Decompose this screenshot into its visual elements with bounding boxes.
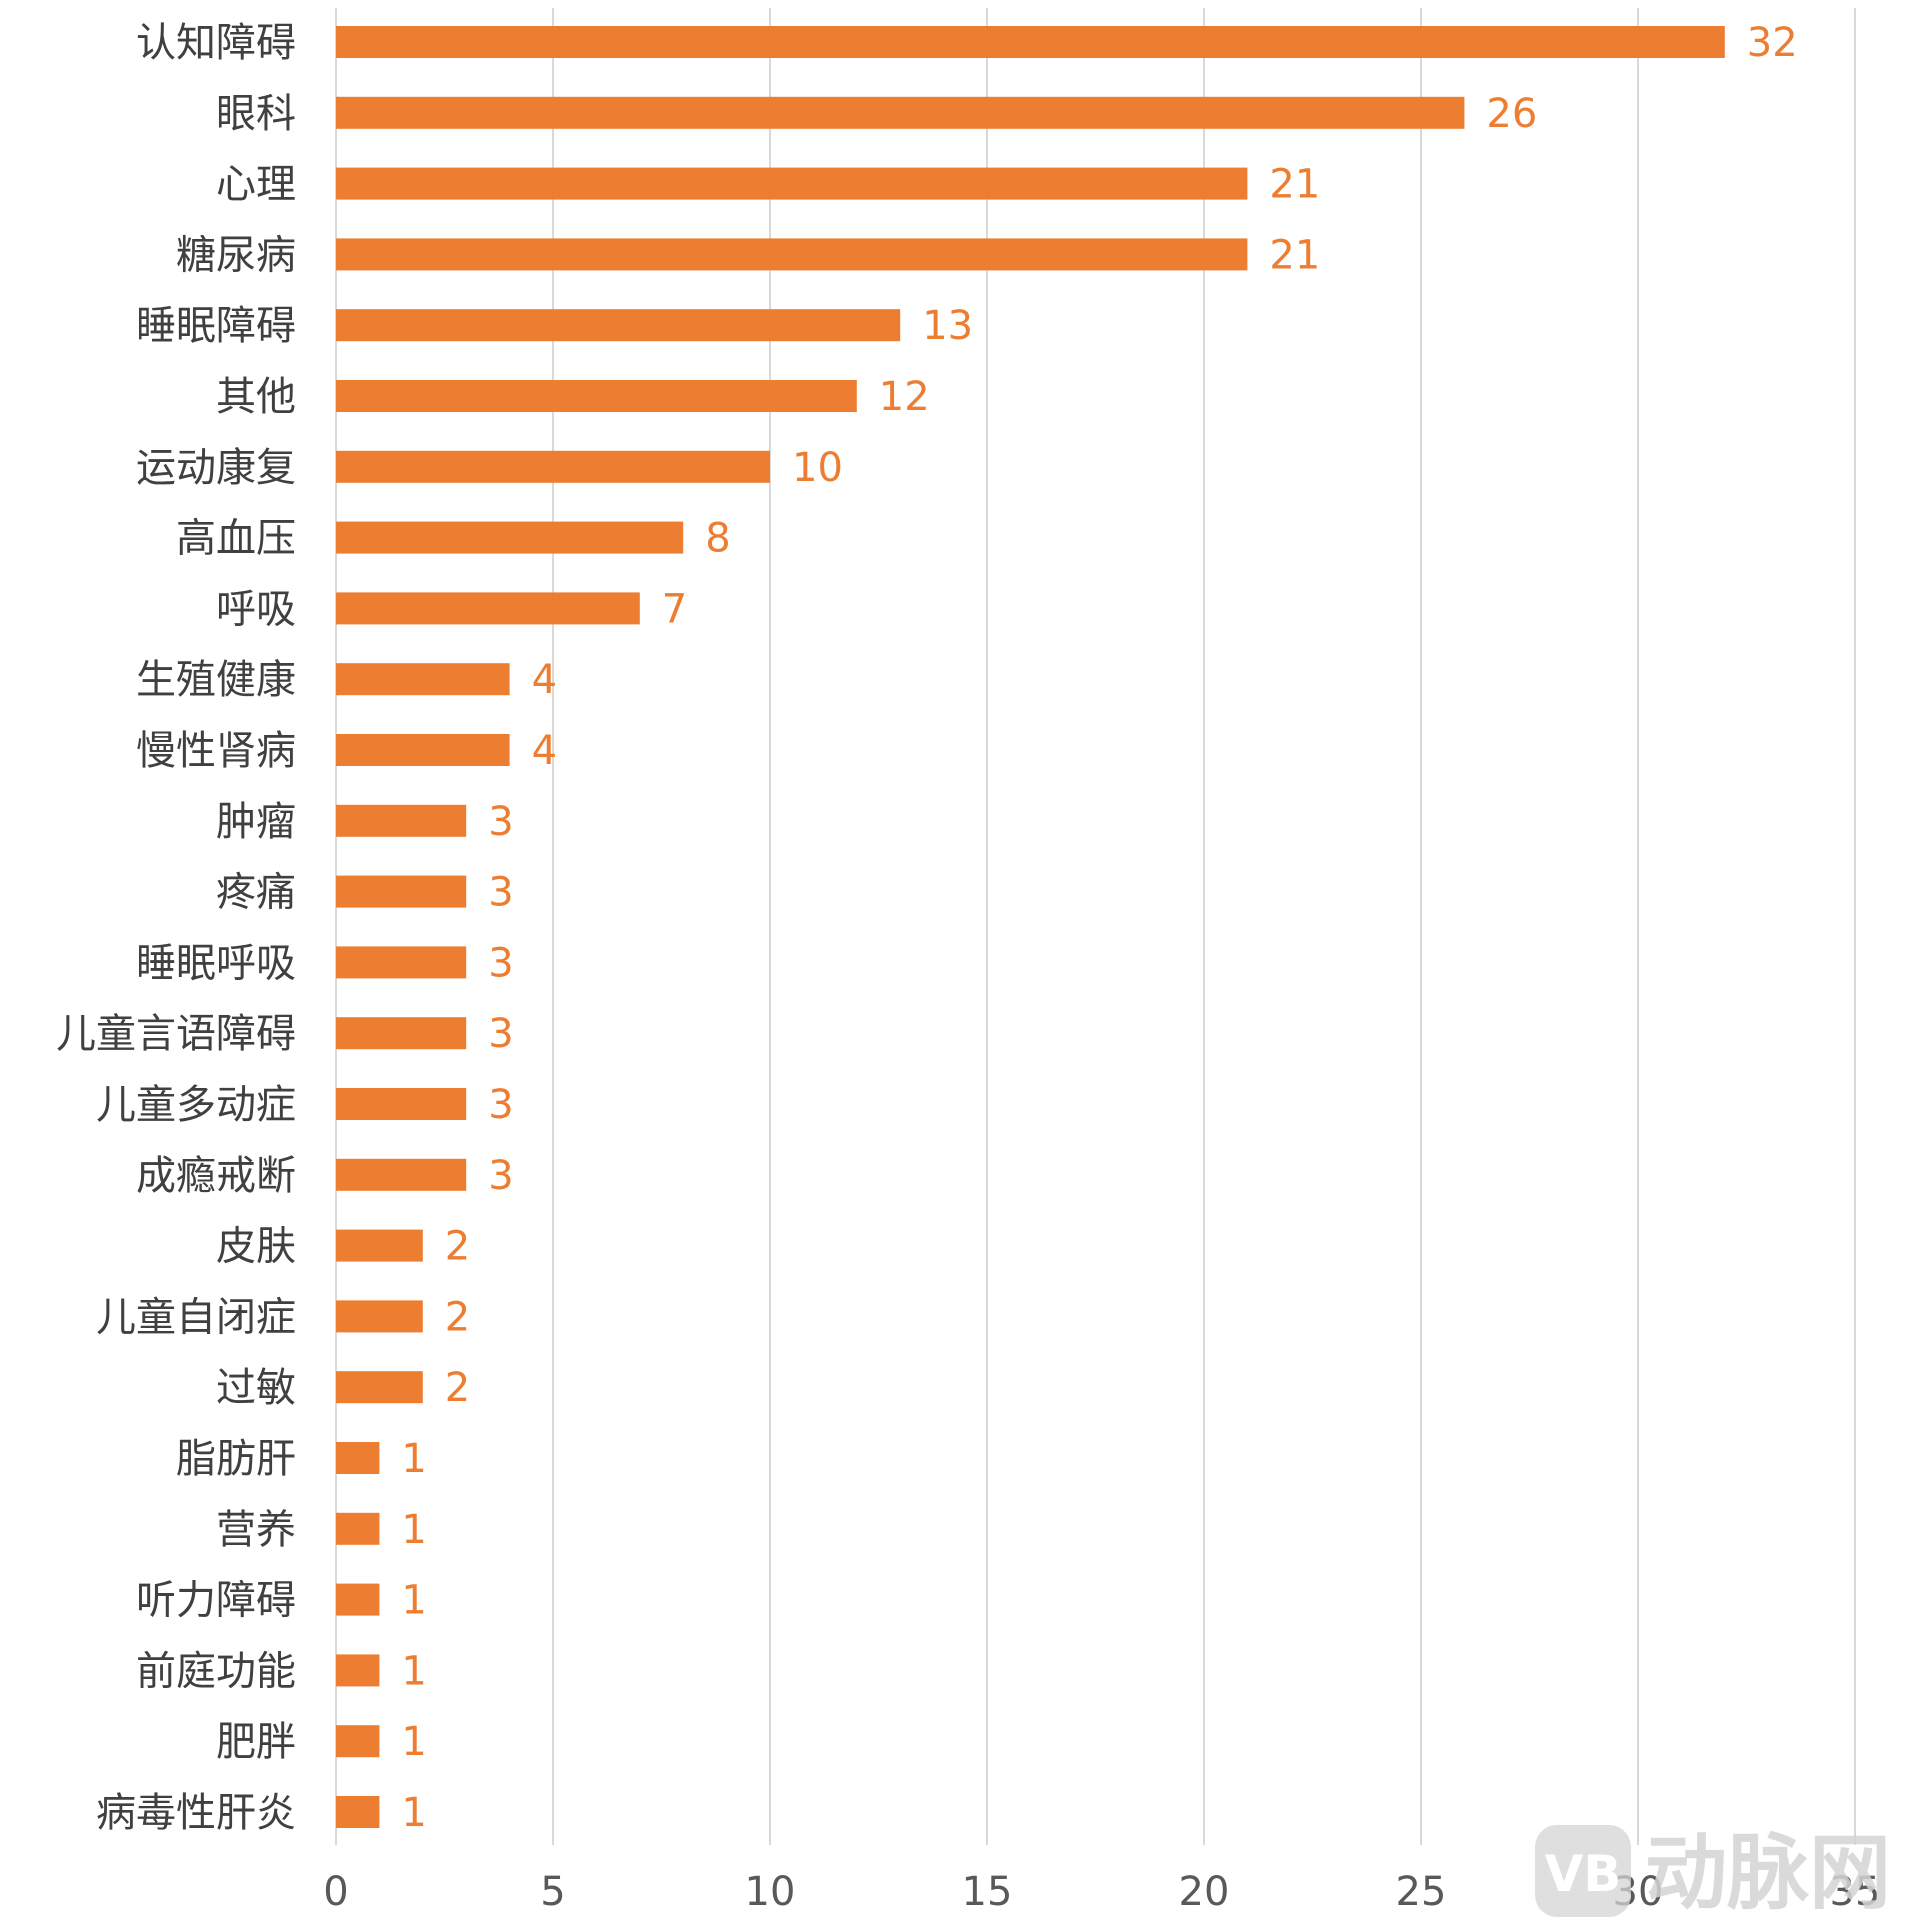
- data-label: 21: [1269, 162, 1320, 208]
- watermark-badge-letter: VB: [1545, 1845, 1622, 1903]
- category-label: 肥胖: [216, 1719, 296, 1765]
- x-tick-label: 15: [962, 1869, 1013, 1915]
- bar-2: [336, 167, 1248, 200]
- bar-24: [336, 1725, 380, 1758]
- data-label: 1: [401, 1790, 426, 1836]
- data-label: 10: [792, 445, 843, 491]
- bar-16: [336, 1158, 467, 1191]
- bar-8: [336, 592, 640, 625]
- bar-14: [336, 1017, 467, 1050]
- bar-18: [336, 1300, 423, 1333]
- data-label: 1: [401, 1507, 426, 1553]
- data-label: 4: [532, 728, 557, 774]
- x-tick-label: 0: [323, 1869, 348, 1915]
- bars: [336, 26, 1725, 1828]
- data-label: 2: [445, 1294, 470, 1340]
- bar-0: [336, 26, 1725, 58]
- category-label: 病毒性肝炎: [96, 1790, 296, 1836]
- data-label: 1: [401, 1719, 426, 1765]
- data-label: 26: [1486, 91, 1537, 137]
- category-label: 营养: [216, 1507, 296, 1553]
- data-label: 1: [401, 1578, 426, 1624]
- category-label: 成瘾戒断: [136, 1153, 296, 1199]
- bar-21: [336, 1512, 380, 1545]
- data-label: 1: [401, 1436, 426, 1482]
- category-label: 呼吸: [216, 586, 296, 632]
- category-label: 其他: [216, 374, 296, 420]
- bar-23: [336, 1654, 380, 1687]
- gridlines: [335, 8, 1856, 1845]
- category-label: 儿童言语障碍: [56, 1011, 296, 1057]
- category-label: 高血压: [176, 516, 296, 562]
- watermark-text: 动脉网: [1645, 1826, 1891, 1921]
- bar-6: [336, 450, 770, 483]
- bar-3: [336, 238, 1248, 271]
- data-label: 3: [488, 870, 513, 916]
- data-label: 1: [401, 1648, 426, 1694]
- x-tick-label: 20: [1179, 1869, 1230, 1915]
- x-tick-label: 35: [1830, 1869, 1881, 1915]
- category-label: 睡眠呼吸: [136, 940, 296, 986]
- bar-13: [336, 946, 467, 979]
- bar-9: [336, 663, 510, 696]
- data-label: 7: [662, 586, 687, 632]
- bar-11: [336, 804, 467, 837]
- bar-25: [336, 1796, 380, 1828]
- category-label: 儿童自闭症: [96, 1294, 296, 1340]
- bar-1: [336, 96, 1465, 129]
- category-label: 糖尿病: [176, 232, 296, 278]
- bar-22: [336, 1583, 380, 1616]
- x-tick-label: 5: [540, 1869, 565, 1915]
- x-tick-label: 10: [745, 1869, 796, 1915]
- data-label: 2: [445, 1365, 470, 1411]
- category-label: 心理: [216, 162, 296, 208]
- data-label: 12: [879, 374, 930, 420]
- data-label: 3: [488, 799, 513, 845]
- category-label: 脂肪肝: [176, 1436, 296, 1482]
- data-label: 21: [1269, 232, 1320, 278]
- bar-20: [336, 1442, 380, 1474]
- category-label: 认知障碍: [136, 20, 296, 66]
- bar-5: [336, 380, 857, 412]
- data-label: 2: [445, 1224, 470, 1270]
- bar-10: [336, 734, 510, 766]
- category-label: 听力障碍: [136, 1578, 296, 1624]
- category-label: 前庭功能: [136, 1648, 296, 1694]
- data-label: 8: [705, 516, 730, 562]
- category-label: 过敏: [216, 1365, 296, 1411]
- bar-19: [336, 1371, 423, 1404]
- bar-12: [336, 875, 467, 908]
- category-label: 运动康复: [136, 445, 296, 491]
- category-label: 肿瘤: [216, 799, 296, 845]
- bar-7: [336, 521, 684, 554]
- category-label: 慢性肾病: [136, 728, 296, 774]
- category-label: 眼科: [216, 91, 296, 137]
- data-label: 13: [922, 303, 973, 349]
- category-label: 皮肤: [216, 1224, 296, 1270]
- category-label: 睡眠障碍: [136, 303, 296, 349]
- category-label: 疼痛: [216, 870, 296, 916]
- data-label: 3: [488, 1153, 513, 1199]
- watermark-logo: VB 动脉网: [1535, 1825, 1891, 1921]
- data-label: 4: [532, 657, 557, 703]
- data-label: 3: [488, 940, 513, 986]
- watermark-badge-icon: [1535, 1825, 1631, 1917]
- x-tick-label: 25: [1396, 1869, 1447, 1915]
- data-label: 3: [488, 1082, 513, 1128]
- category-label: 生殖健康: [136, 657, 296, 703]
- bar-15: [336, 1088, 467, 1120]
- data-label: 32: [1747, 20, 1798, 66]
- bar-4: [336, 309, 901, 342]
- data-label: 3: [488, 1011, 513, 1057]
- bar-17: [336, 1229, 423, 1262]
- category-label: 儿童多动症: [96, 1082, 296, 1128]
